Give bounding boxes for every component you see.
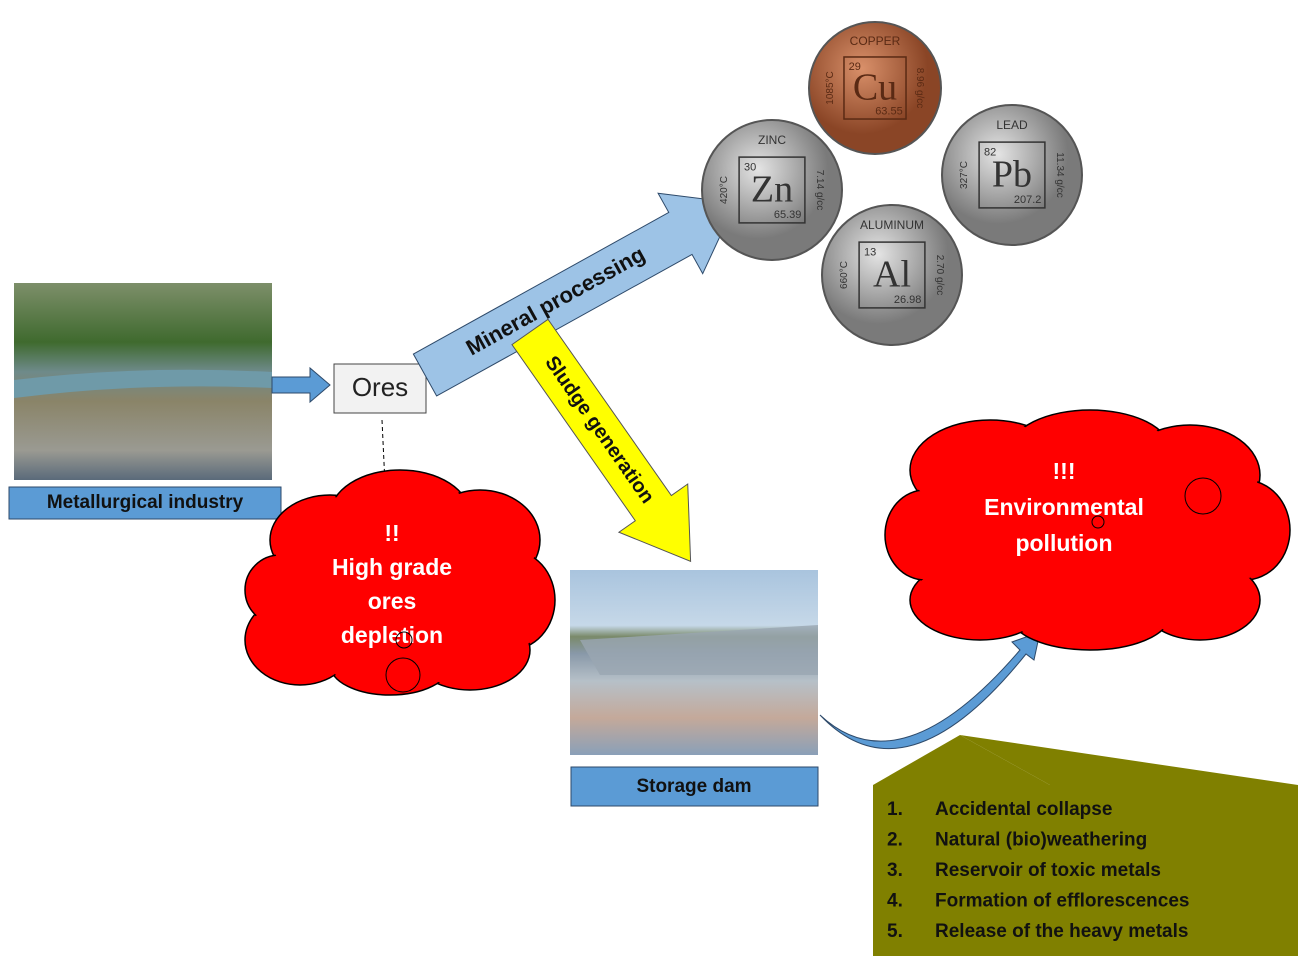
label-box [8, 486, 282, 520]
coin-square [843, 56, 907, 120]
coin-mass: 65.39 [774, 209, 802, 221]
coin-density: 7.14 g/cc [814, 170, 825, 211]
cloud-text: !!! [1053, 458, 1076, 484]
coin-name: ALUMINUM [860, 218, 924, 232]
coin-mass: 63.55 [875, 106, 903, 118]
coin-name: LEAD [996, 118, 1028, 132]
label-box [570, 766, 819, 807]
arrow-shape [511, 318, 692, 563]
cloud-text: pollution [1015, 530, 1112, 556]
coin [941, 104, 1083, 246]
cloud-right: !!! Environmental pollution [884, 409, 1291, 651]
coin-name: ZINC [758, 133, 786, 147]
coin [808, 21, 942, 155]
risk-text: Natural (bio)weathering [935, 830, 1147, 851]
risk-number: 2. [887, 830, 903, 851]
coin [821, 204, 963, 346]
bubble [1091, 515, 1105, 529]
coin-number: 13 [864, 247, 876, 259]
cloud-text: High grade [332, 554, 452, 580]
cloud-fill [932, 452, 1228, 608]
callout-pointer [873, 735, 1050, 785]
risk-number: 1. [887, 799, 903, 820]
coin-melting: 660°C [839, 261, 850, 289]
bubble [385, 657, 421, 693]
arrow [271, 366, 331, 404]
dam-label: Storage dam [636, 776, 751, 797]
risk-list: 1. Accidental collapse 2. Natural (bio)weat… [887, 799, 1189, 942]
coin-name: COPPER [850, 34, 901, 48]
coin-melting: 327°C [959, 161, 970, 189]
river [14, 369, 272, 398]
risk-number: 4. [887, 891, 903, 912]
arrow-label: Sludge generation [540, 352, 658, 508]
coin-density: 8.96 g/cc [914, 68, 925, 109]
cloud-fill [1202, 482, 1288, 578]
curved-arrow [819, 631, 1041, 750]
industry-label: Metallurgical industry [47, 492, 244, 513]
coin-mass: 207.2 [1014, 194, 1042, 206]
risk-text: Formation of efflorescences [935, 891, 1189, 912]
coin-density: 2.70 g/cc [934, 255, 945, 296]
risk-text: Accidental collapse [935, 799, 1112, 820]
coin-symbol: Al [873, 254, 911, 296]
coin-symbol: Pb [992, 154, 1032, 196]
risk-text: Reservoir of toxic metals [935, 860, 1161, 881]
coin-melting: 420°C [719, 176, 730, 204]
coin-square [738, 156, 806, 224]
cloud-left: !! High grade ores depletion [244, 469, 556, 696]
coin-number: 82 [984, 147, 996, 159]
coin-density: 11.34 g/cc [1054, 152, 1065, 197]
coin-number: 30 [744, 162, 756, 174]
arrow-shape [412, 192, 737, 397]
coin-square [858, 241, 926, 309]
cloud-text: Environmental [984, 494, 1144, 520]
bubble [395, 631, 413, 649]
ores-box [333, 363, 427, 414]
cloud-fill [292, 522, 508, 658]
cloud-text: !! [384, 520, 399, 546]
risk-number: 5. [887, 921, 903, 942]
cloud-text: ores [368, 588, 417, 614]
dashed-arrow [379, 419, 390, 489]
coin-melting: 1085°C [825, 71, 836, 104]
bubble [1184, 477, 1222, 515]
coin-symbol: Zn [751, 169, 793, 211]
cloud-text: depletion [341, 622, 443, 648]
coin [701, 119, 843, 261]
risk-text: Release of the heavy metals [935, 921, 1188, 942]
coin-mass: 26.98 [894, 294, 922, 306]
coin-symbol: Cu [853, 67, 897, 109]
dam-wall [580, 625, 818, 675]
callout [873, 735, 1298, 956]
coin-square [978, 141, 1046, 209]
coin-number: 29 [849, 61, 861, 73]
ores-label: Ores [352, 372, 408, 402]
risk-number: 3. [887, 860, 903, 881]
